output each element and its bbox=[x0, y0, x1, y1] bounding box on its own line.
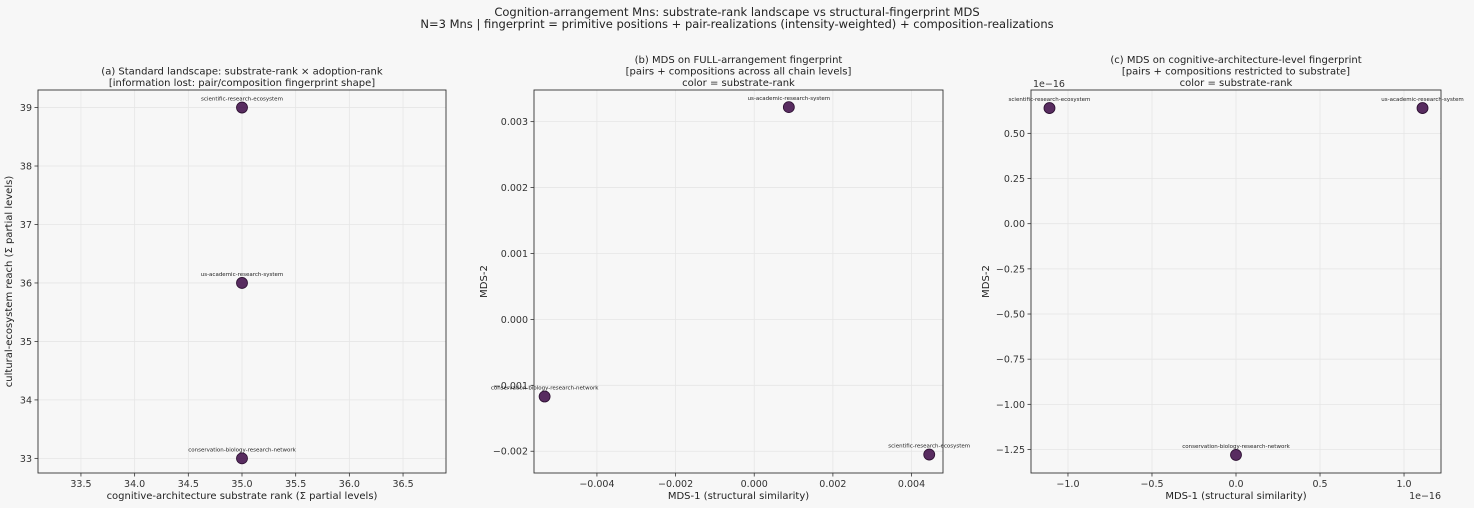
x-tick-label: −1.0 bbox=[1056, 479, 1079, 490]
x-multiplier: 1e−16 bbox=[1409, 491, 1441, 502]
panel-title-line: (c) MDS on cognitive-architecture-level … bbox=[1110, 55, 1361, 66]
y-tick-label: 0.000 bbox=[501, 315, 528, 326]
data-point-label: conservation-biology-research-network bbox=[491, 386, 599, 392]
data-point bbox=[236, 452, 248, 465]
data-point bbox=[1416, 102, 1429, 114]
data-point bbox=[538, 390, 551, 403]
y-axis-label: cultural-ecosystem reach (Σ partial leve… bbox=[4, 176, 15, 388]
data-point-label: us-academic-research-system bbox=[748, 96, 831, 102]
x-tick-label: 34.0 bbox=[124, 479, 145, 490]
suptitle-line-2: N=3 Mns | fingerprint = primitive positi… bbox=[420, 17, 1053, 31]
x-tick-label: 0.5 bbox=[1312, 479, 1327, 490]
x-axis-label: MDS-1 (structural similarity) bbox=[1165, 491, 1306, 502]
y-tick-label: 0.002 bbox=[501, 183, 528, 194]
x-axis-label: MDS-1 (structural similarity) bbox=[668, 491, 809, 502]
data-point-label: scientific-research-ecosystem bbox=[201, 97, 283, 103]
y-tick-label: 0.001 bbox=[501, 249, 528, 260]
data-point-label: conservation-biology-research-network bbox=[188, 447, 296, 453]
data-point bbox=[236, 277, 248, 289]
panel-c: −1.0 −0.5 0.0 0.5 1.0 −1.25 −1.00 −0.75 −0.50 −0.… bbox=[981, 55, 1464, 502]
y-tick-label: 0.00 bbox=[1004, 219, 1025, 230]
y-tick-label: −0.50 bbox=[996, 310, 1025, 321]
y-tick-label: −1.25 bbox=[996, 445, 1025, 456]
x-tick-label: 0.000 bbox=[741, 479, 768, 490]
panel-title-line: color = substrate-rank bbox=[1180, 78, 1293, 89]
y-axis-label: MDS-2 bbox=[981, 265, 992, 298]
panel-a: 33.5 34.0 34.5 35.0 35.5 36.0 36.5 33 34 35 36 37 38… bbox=[4, 67, 447, 502]
panel-title-line: [pairs + compositions across all chain l… bbox=[626, 67, 852, 78]
axes-frame bbox=[533, 89, 944, 474]
y-tick-label: 0.50 bbox=[1004, 129, 1025, 140]
y-tick-label: 39 bbox=[20, 103, 32, 114]
y-tick-label: 36 bbox=[20, 278, 32, 289]
y-tick-label: −0.001 bbox=[493, 381, 528, 392]
x-tick-label: −0.002 bbox=[658, 479, 693, 490]
panel-title-line: [information lost: pair/composition fing… bbox=[109, 78, 375, 89]
x-tick-label: −0.004 bbox=[579, 479, 614, 490]
suptitle-line-1: Cognition-arrangement Mns: substrate-ran… bbox=[494, 5, 979, 19]
x-tick-label: −0.5 bbox=[1140, 479, 1163, 490]
panel-title-line: (b) MDS on FULL-arrangement fingerprint bbox=[635, 55, 843, 66]
data-point-label: scientific-research-ecosystem bbox=[888, 444, 970, 450]
y-tick-label: 0.25 bbox=[1004, 174, 1025, 185]
y-tick-label: −0.75 bbox=[996, 355, 1025, 366]
plot-area bbox=[534, 90, 943, 473]
y-tick-label: 33 bbox=[20, 454, 32, 465]
data-point bbox=[923, 448, 936, 461]
x-tick-label: 0.0 bbox=[1228, 479, 1243, 490]
figure-suptitle: Cognition-arrangement Mns: substrate-ran… bbox=[420, 5, 1053, 31]
data-point-label: us-academic-research-system bbox=[201, 272, 284, 278]
x-tick-label: 35.0 bbox=[231, 479, 252, 490]
y-tick-label: 38 bbox=[20, 162, 32, 173]
data-point bbox=[782, 101, 795, 114]
x-tick-label: 0.002 bbox=[819, 479, 846, 490]
y-tick-label: −0.002 bbox=[493, 447, 528, 458]
x-tick-label: 35.5 bbox=[285, 479, 306, 490]
x-tick-label: 33.5 bbox=[70, 479, 91, 490]
y-tick-label: −0.25 bbox=[996, 264, 1025, 275]
panel-title-line: color = substrate-rank bbox=[682, 78, 795, 89]
x-tick-label: 36.5 bbox=[392, 479, 413, 490]
data-point bbox=[1043, 102, 1056, 114]
y-tick-label: 0.003 bbox=[501, 117, 528, 128]
y-axis-label: MDS-2 bbox=[479, 265, 490, 298]
panel-title-line: (a) Standard landscape: substrate-rank ×… bbox=[101, 67, 383, 78]
data-point-label: scientific-research-ecosystem bbox=[1009, 97, 1091, 103]
x-tick-label: 34.5 bbox=[178, 479, 199, 490]
y-tick-label: 37 bbox=[20, 220, 32, 231]
y-multiplier: 1e−16 bbox=[1033, 79, 1065, 90]
data-point-label: us-academic-research-system bbox=[1381, 97, 1464, 103]
x-axis-label: cognitive-architecture substrate rank (Σ… bbox=[107, 491, 378, 502]
y-tick-label: 34 bbox=[20, 395, 32, 406]
x-tick-label: 36.0 bbox=[339, 479, 360, 490]
data-point bbox=[1230, 449, 1242, 461]
data-point bbox=[236, 101, 248, 114]
panel-b: −0.004 −0.002 0.000 0.002 0.004 −0.002 −0.001 0… bbox=[479, 55, 970, 502]
panel-title-line: [pairs + compositions restricted to subs… bbox=[1122, 67, 1350, 78]
x-tick-label: 0.004 bbox=[898, 479, 925, 490]
y-tick-label: 35 bbox=[20, 337, 32, 348]
data-point-label: conservation-biology-research-network bbox=[1182, 444, 1290, 450]
y-tick-label: −1.00 bbox=[996, 400, 1025, 411]
x-tick-label: 1.0 bbox=[1396, 479, 1411, 490]
